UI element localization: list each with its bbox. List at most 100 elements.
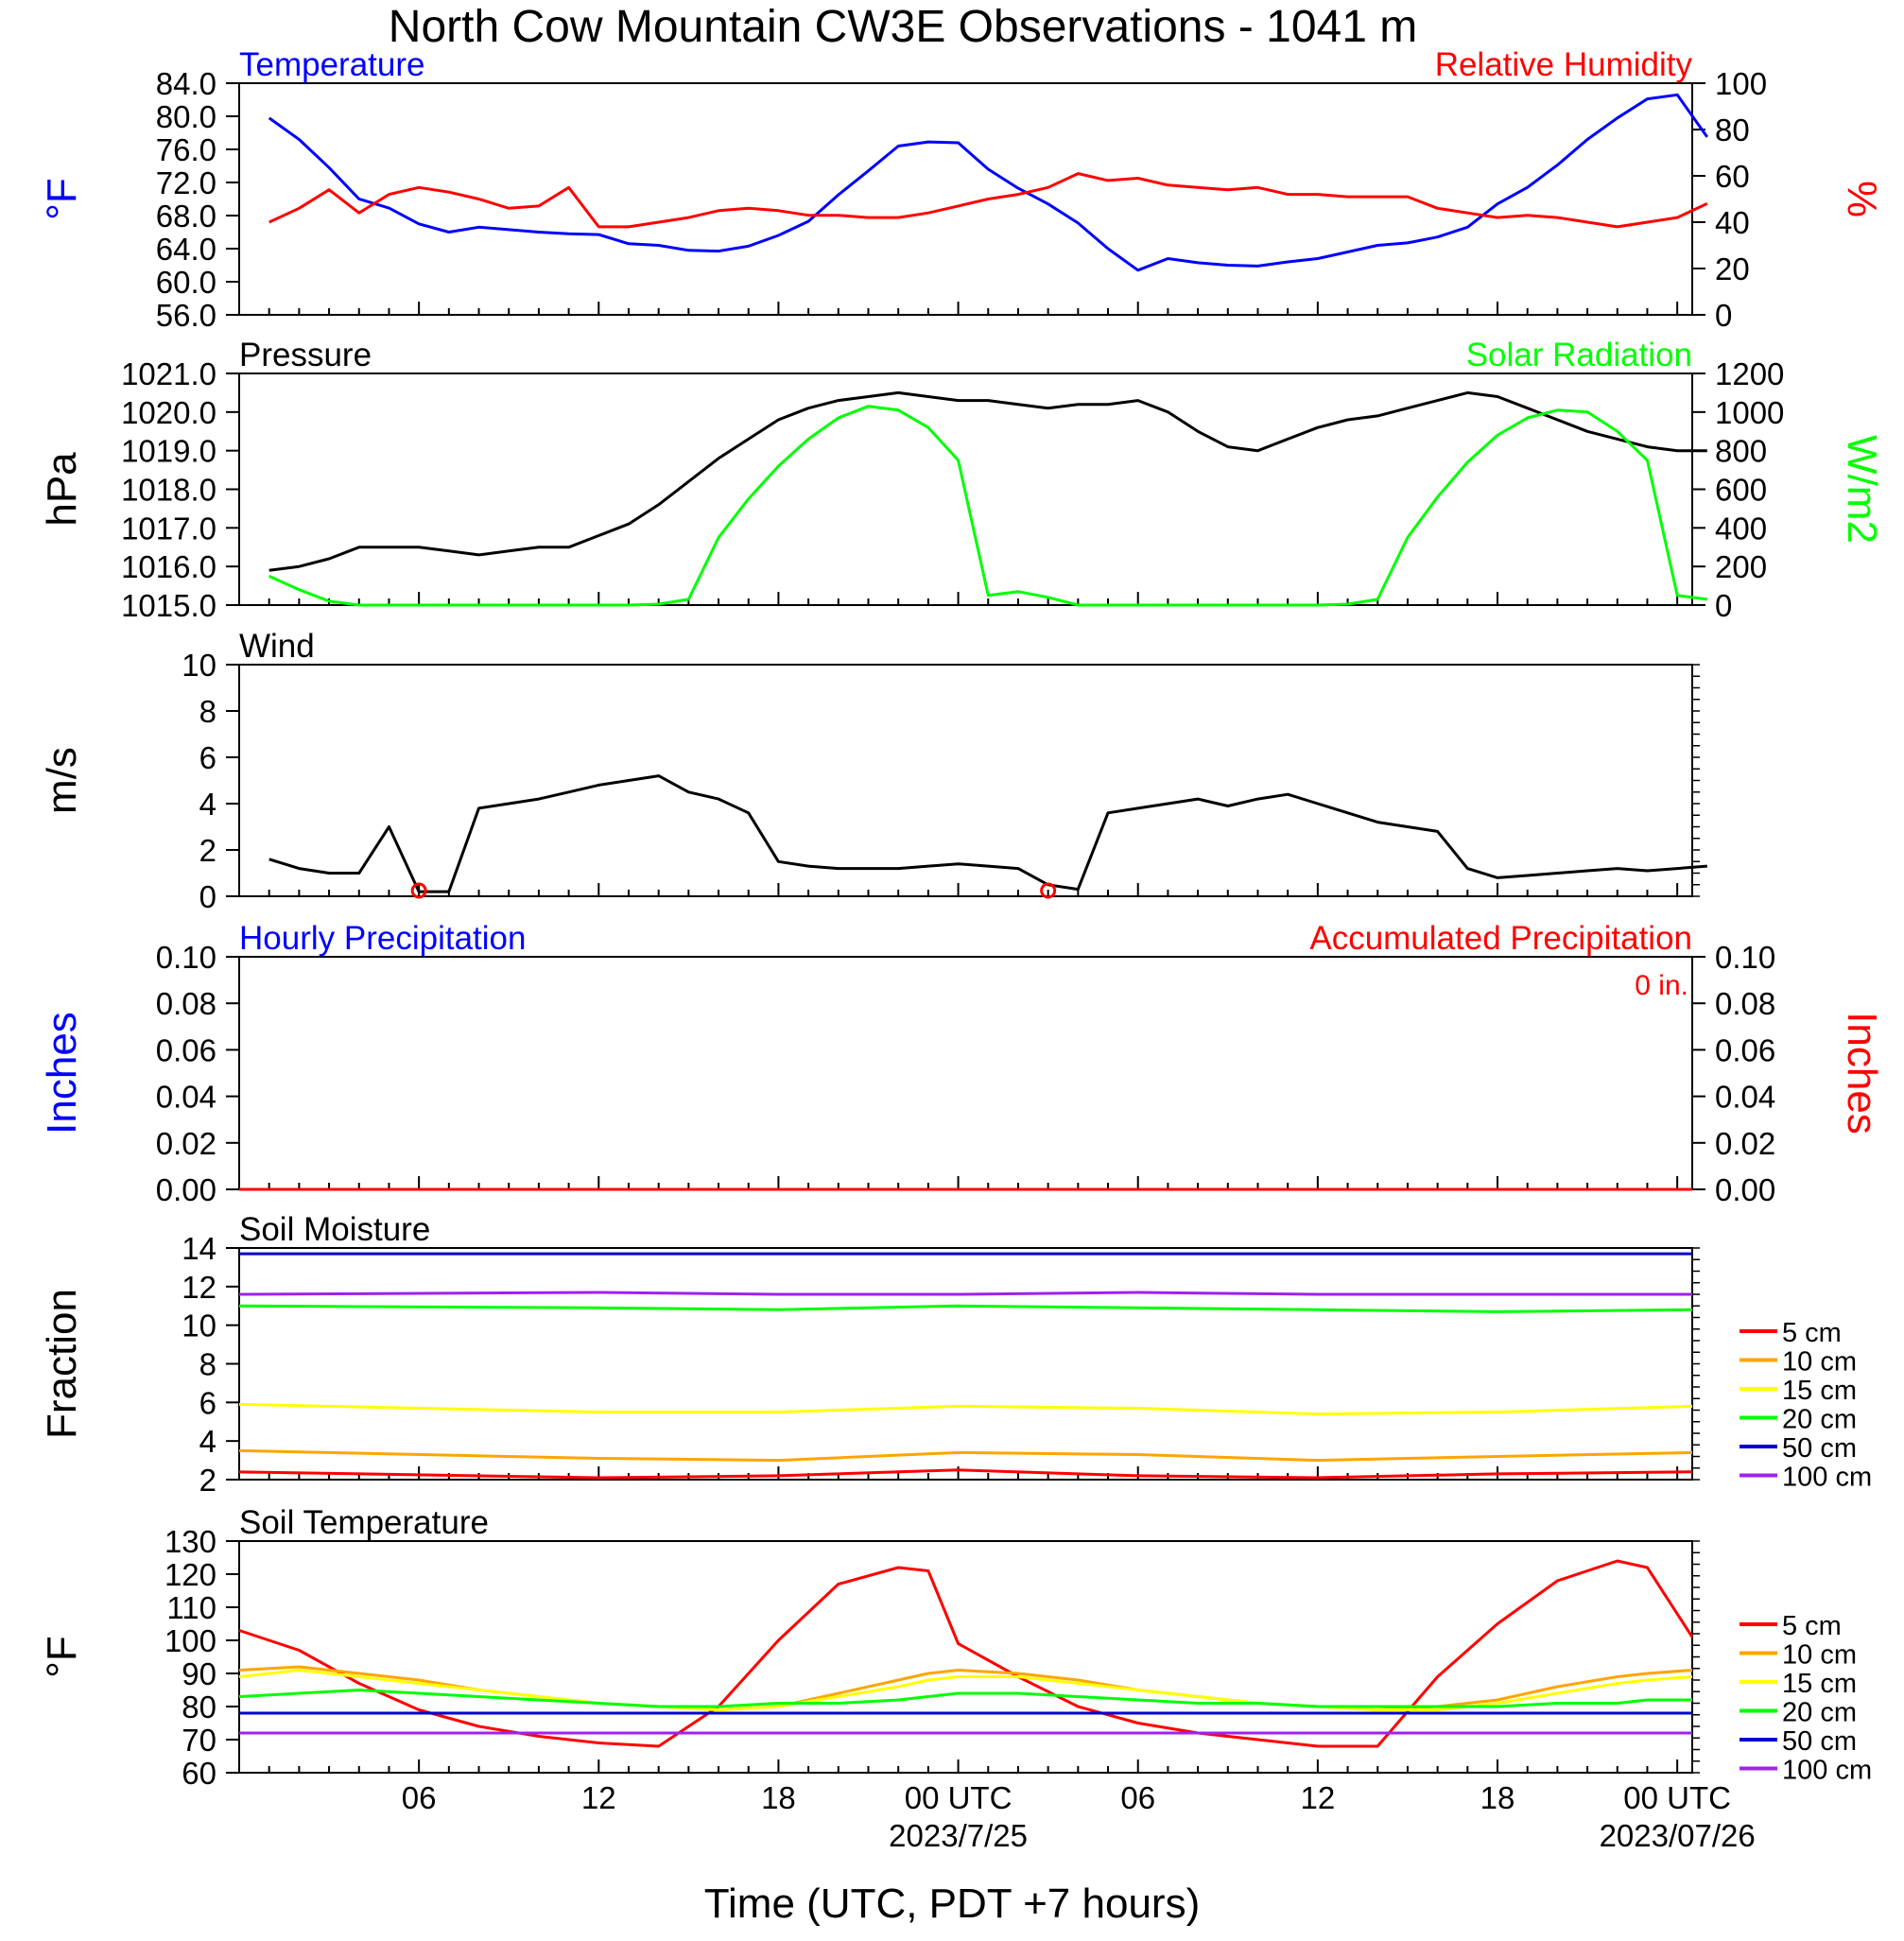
y-left-label: m/s: [39, 747, 85, 814]
series-line-temperature: [268, 93, 1709, 272]
y-left-label: Inches: [39, 1012, 85, 1135]
y-right-tick-label: 600: [1715, 473, 1767, 508]
y-left-tick-label: 2: [199, 833, 216, 868]
y-left-tick-label: 130: [164, 1524, 216, 1559]
panel-frame-wind: [238, 664, 1693, 897]
series-line-solar-radiation: [268, 405, 1707, 607]
y-left-tick-label: 0.02: [156, 1126, 216, 1161]
y-right-tick-label: 0: [1715, 588, 1732, 623]
y-left-tick-label: 1020.0: [121, 395, 216, 430]
y-left-tick-label: 8: [199, 1347, 216, 1382]
y-right-tick-label: 40: [1715, 205, 1750, 240]
series-line-100-cm: [238, 1291, 1692, 1296]
x-tick-label: 06: [1120, 1780, 1155, 1815]
y-right-tick-label: 0.06: [1715, 1032, 1775, 1067]
y-left-tick-label: 68.0: [156, 199, 216, 234]
series-line-5-cm: [238, 1468, 1693, 1480]
y-left-tick-label: 120: [164, 1557, 216, 1592]
y-right-label: W/m2: [1839, 435, 1885, 544]
panel-frame-precipitation: [238, 956, 1693, 1190]
x-date-label: 2023/7/25: [889, 1818, 1028, 1853]
y-right-tick-label: 0.00: [1715, 1172, 1775, 1207]
y-right-tick-label: 0.08: [1715, 986, 1775, 1021]
legend-label: 50 cm: [1782, 1433, 1857, 1464]
y-left-tick-label: 2: [199, 1463, 216, 1498]
y-left-tick-label: 0: [199, 879, 216, 914]
panel-title-right: Relative Humidity: [1435, 46, 1693, 83]
series-line-wind-speed: [268, 774, 1707, 893]
y-left-tick-label: 84.0: [156, 66, 216, 101]
panels: Temperature Relative Humidity 56.060.064.0…: [39, 46, 1885, 1853]
series-line-10-cm: [238, 1448, 1693, 1463]
y-left-tick-label: 60: [182, 1756, 216, 1791]
y-left-tick-label: 70: [182, 1723, 216, 1758]
y-right-tick-label: 0.02: [1715, 1126, 1775, 1161]
legend-label: 100 cm: [1782, 1756, 1872, 1786]
x-tick-label: 00 UTC: [1623, 1780, 1731, 1815]
panel-title-left: Soil Temperature: [239, 1504, 489, 1541]
y-left-tick-label: 14: [182, 1231, 216, 1266]
series-line-20-cm: [238, 1304, 1693, 1313]
y-left-label: °F: [39, 1636, 85, 1677]
y-left-tick-label: 1018.0: [121, 473, 216, 508]
x-tick-label: 18: [761, 1780, 796, 1815]
y-left-tick-label: 10: [182, 1308, 216, 1343]
x-tick-label: 00 UTC: [905, 1780, 1013, 1815]
legend-label: 15 cm: [1782, 1376, 1857, 1406]
y-left-label: °F: [39, 178, 85, 219]
y-left-tick-label: 1016.0: [121, 549, 216, 584]
x-tick-label: 06: [402, 1780, 437, 1815]
series-line-20-cm: [238, 1689, 1692, 1708]
y-left-label: Fraction: [39, 1289, 85, 1439]
y-right-tick-label: 200: [1715, 549, 1767, 584]
y-left-tick-label: 12: [182, 1270, 216, 1305]
panel-title-right: Solar Radiation: [1466, 337, 1692, 373]
y-left-tick-label: 8: [199, 694, 216, 729]
calm-wind-marker: [1040, 882, 1057, 899]
legend-label: 10 cm: [1782, 1347, 1857, 1378]
y-left-tick-label: 0.06: [156, 1032, 216, 1067]
y-left-tick-label: 80: [182, 1690, 216, 1724]
y-right-tick-label: 0: [1715, 298, 1732, 333]
legend-label: 15 cm: [1782, 1669, 1857, 1699]
y-right-tick-label: 400: [1715, 511, 1767, 546]
y-left-tick-label: 90: [182, 1656, 216, 1691]
y-left-tick-label: 110: [166, 1590, 216, 1625]
legend-label: 20 cm: [1782, 1698, 1857, 1728]
y-left-tick-label: 6: [199, 1385, 216, 1420]
y-right-tick-label: 20: [1715, 251, 1750, 286]
y-left-tick-label: 56.0: [156, 298, 216, 333]
series-line-15-cm: [238, 1402, 1693, 1416]
y-left-tick-label: 80.0: [156, 99, 216, 134]
y-left-tick-label: 100: [164, 1623, 216, 1658]
legend-label: 20 cm: [1782, 1405, 1857, 1435]
legend-label: 5 cm: [1782, 1318, 1842, 1348]
y-left-tick-label: 4: [199, 1424, 216, 1459]
y-left-tick-label: 0.08: [156, 986, 216, 1021]
chart-title: North Cow Mountain CW3E Observations - 1…: [389, 2, 1417, 52]
y-left-tick-label: 64.0: [156, 232, 216, 267]
panel-title-left: Pressure: [239, 337, 372, 373]
y-left-tick-label: 4: [199, 787, 216, 822]
y-left-tick-label: 1019.0: [121, 434, 216, 469]
series-line-5-cm: [238, 1559, 1694, 1748]
x-date-label: 2023/07/26: [1600, 1818, 1756, 1853]
panel-title-left: Temperature: [239, 46, 424, 83]
y-right-tick-label: 1000: [1715, 395, 1784, 430]
panel-frame-soil-moisture: [238, 1247, 1693, 1481]
y-left-tick-label: 10: [182, 648, 216, 683]
y-left-tick-label: 1017.0: [121, 511, 216, 546]
y-left-tick-label: 60.0: [156, 265, 216, 300]
legend-label: 100 cm: [1782, 1463, 1872, 1493]
y-right-label: %: [1839, 181, 1885, 217]
y-right-tick-label: 1200: [1715, 356, 1784, 391]
x-axis-label: Time (UTC, PDT +7 hours): [704, 1880, 1200, 1927]
x-tick-label: 12: [1301, 1780, 1336, 1815]
y-right-tick-label: 800: [1715, 434, 1767, 469]
calm-wind-marker: [410, 882, 427, 899]
legend-label: 5 cm: [1782, 1611, 1842, 1641]
series-line-pressure: [268, 390, 1707, 572]
y-right-tick-label: 60: [1715, 159, 1750, 194]
